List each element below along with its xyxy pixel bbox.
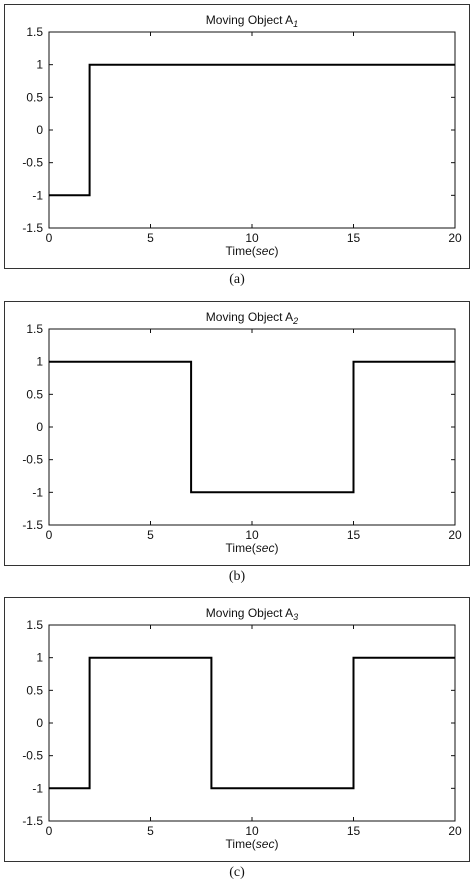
chart-panel: Moving Object A2 1.5 1 0.5 0 -0.5 -1 -1.5 0 5 10 15… [0, 301, 474, 592]
x-tick-label: 20 [448, 528, 462, 542]
x-tick-label: 15 [347, 231, 361, 245]
x-tick-label: 5 [147, 824, 154, 838]
figure-caption: (c) [229, 865, 245, 880]
y-tick-label: -1.5 [22, 814, 43, 828]
y-tick-label: 0.5 [26, 683, 43, 697]
figure-frame [4, 4, 470, 269]
figure-caption: (b) [228, 569, 246, 584]
series-line [49, 360, 455, 494]
x-tick-label: 10 [245, 824, 259, 838]
y-tick-label: -1 [32, 188, 43, 202]
figure-frame [4, 597, 470, 862]
y-tick-label: 0 [36, 123, 43, 137]
x-tick-label: 5 [147, 528, 154, 542]
x-tick-label: 5 [147, 231, 154, 245]
y-tick-label: 1.5 [26, 322, 43, 336]
y-tick-label: 1 [36, 651, 43, 665]
x-axis-label: Time(sec) [226, 541, 279, 555]
x-tick-label: 10 [245, 231, 259, 245]
y-tick-label: -1.5 [22, 221, 43, 235]
y-tick-label: -1.5 [22, 518, 43, 532]
chart-panel: Moving Object A3 1.5 1 0.5 0 -0.5 -1 -1.5 0 5 10 15… [0, 597, 474, 888]
x-axis-label: Time(sec) [226, 837, 279, 851]
y-tick-label: 0.5 [26, 90, 43, 104]
y-tick-label: 1.5 [26, 618, 43, 632]
x-tick-label: 15 [347, 824, 361, 838]
x-tick-label: 20 [448, 231, 462, 245]
figure-caption: (a) [229, 272, 245, 287]
y-tick-label: -0.5 [22, 749, 43, 763]
x-tick-label: 10 [245, 528, 259, 542]
plot-area [48, 328, 456, 526]
chart: Moving Object A31.510.50-0.5-1-1.50 5 10 15… [22, 606, 462, 851]
figure-frame [4, 301, 470, 566]
chart: Moving Object A11.510.50-0.5-1-1.50 5 10 15… [22, 13, 462, 258]
x-tick-label: 0 [46, 231, 53, 245]
y-tick-label: -1 [32, 485, 43, 499]
y-tick-label: 0 [36, 420, 43, 434]
chart-title: Moving Object A2 [206, 310, 298, 326]
chart-title: Moving Object A3 [206, 606, 298, 622]
x-tick-label: 15 [347, 528, 361, 542]
y-tick-label: -0.5 [22, 156, 43, 170]
y-tick-label: -0.5 [22, 453, 43, 467]
plot-area [48, 31, 456, 229]
series-line [49, 656, 455, 790]
chart-title: Moving Object A1 [206, 13, 298, 29]
x-tick-label: 20 [448, 824, 462, 838]
x-axis-label: Time(sec) [226, 244, 279, 258]
y-tick-label: 1 [36, 355, 43, 369]
series-line [49, 63, 455, 197]
y-tick-label: 1 [36, 58, 43, 72]
y-tick-label: 0.5 [26, 387, 43, 401]
plot-area [48, 624, 456, 822]
y-tick-label: 0 [36, 716, 43, 730]
chart-panel: Moving Object A1 1.5 1 0.5 0 -0.5 -1 -1.5 0 5 10 15… [0, 4, 474, 295]
y-tick-label: -1 [32, 781, 43, 795]
chart: Moving Object A21.510.50-0.5-1-1.50 5 10 15… [22, 310, 462, 555]
x-tick-label: 0 [46, 528, 53, 542]
x-tick-label: 0 [46, 824, 53, 838]
y-tick-label: 1.5 [26, 25, 43, 39]
